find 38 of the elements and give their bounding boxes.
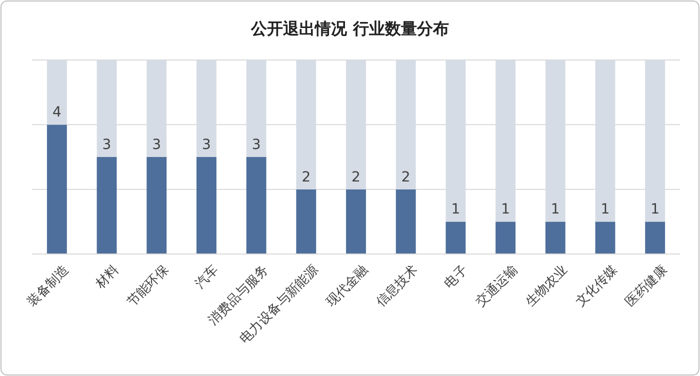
- data-label: 1: [650, 202, 660, 218]
- bar: [346, 189, 366, 254]
- bar: [196, 157, 216, 254]
- x-tick-label: 交通运输: [472, 262, 521, 310]
- data-label: 3: [202, 137, 211, 153]
- bar: [496, 222, 516, 254]
- bar: [246, 157, 266, 254]
- x-tick-label: 电子: [442, 262, 471, 292]
- x-tick-label: 材料: [92, 262, 122, 292]
- data-label: 2: [302, 169, 311, 186]
- data-label: 1: [550, 202, 560, 218]
- x-tick-label: 节能环保: [124, 262, 172, 310]
- data-label: 2: [352, 169, 360, 186]
- data-label: 1: [600, 202, 610, 218]
- x-tick-label: 装备制造: [24, 262, 72, 310]
- data-label: 1: [451, 202, 460, 218]
- bar: [146, 157, 167, 254]
- bar: [296, 189, 316, 254]
- data-label: 1: [501, 202, 510, 218]
- data-label: 3: [102, 137, 112, 153]
- data-label: 4: [52, 104, 62, 121]
- data-label: 3: [252, 137, 261, 153]
- data-label: 3: [152, 137, 162, 153]
- bar: [595, 222, 616, 254]
- bar: [96, 157, 117, 254]
- bar: [396, 189, 416, 254]
- data-label: 2: [401, 169, 410, 186]
- x-tick-label: 文化传媒: [573, 262, 620, 310]
- bar: [46, 124, 67, 254]
- x-tick-label: 生物农业: [523, 262, 571, 310]
- bar: [446, 222, 466, 254]
- bar: [645, 222, 666, 254]
- x-tick-label: 现代金融: [324, 262, 372, 310]
- x-tick-label: 医药健康: [622, 262, 670, 310]
- bar: [545, 222, 566, 254]
- x-tick-label: 信息技术: [374, 262, 422, 310]
- chart-title: 公开退出情况 行业数量分布: [250, 19, 449, 38]
- x-tick-label: 汽车: [192, 262, 222, 292]
